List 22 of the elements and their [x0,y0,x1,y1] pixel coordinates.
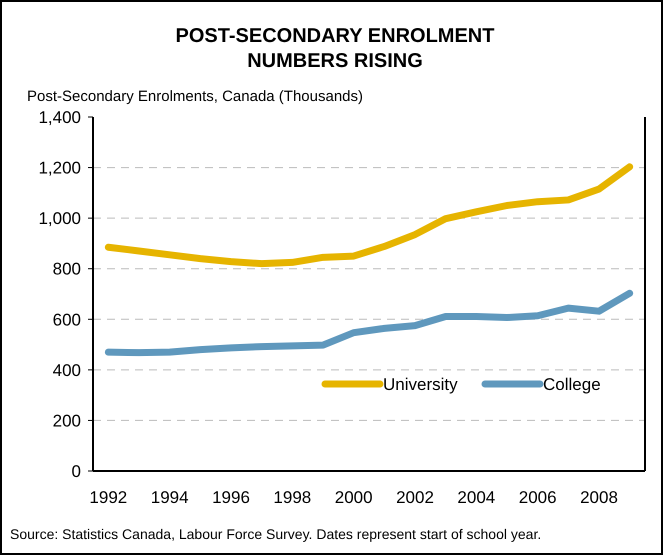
y-tick-label: 0 [72,462,81,481]
x-tick-label: 2000 [334,488,373,507]
x-tick-label: 2006 [518,488,557,507]
y-tick-label: 200 [52,411,81,430]
legend-label: University [383,375,458,394]
x-tick-label: 1998 [273,488,312,507]
x-tick-label: 2004 [457,488,496,507]
y-tick-label: 800 [52,260,81,279]
y-tick-label: 600 [52,310,81,330]
y-tick-label: 1,000 [38,209,81,228]
chart-title: POST-SECONDARY ENROLMENT NUMBERS RISING [176,25,494,72]
x-tick-label: 1996 [212,488,250,507]
x-tick-label: 2008 [580,488,618,507]
x-tick-label: 2002 [396,488,434,507]
x-tick-label: 1992 [89,488,128,507]
y-tick-label: 400 [52,360,81,380]
source-note: Source: Statistics Canada, Labour Force Survey. Dates represent start of school year. [10,526,542,542]
y-tick-label: 1,400 [38,108,81,127]
legend-label: College [543,375,601,394]
y-axis-title: Post-Secondary Enrolments, Canada (Thousands) [27,88,364,105]
x-tick-label: 1994 [150,488,189,507]
y-tick-label: 1,200 [38,158,81,178]
